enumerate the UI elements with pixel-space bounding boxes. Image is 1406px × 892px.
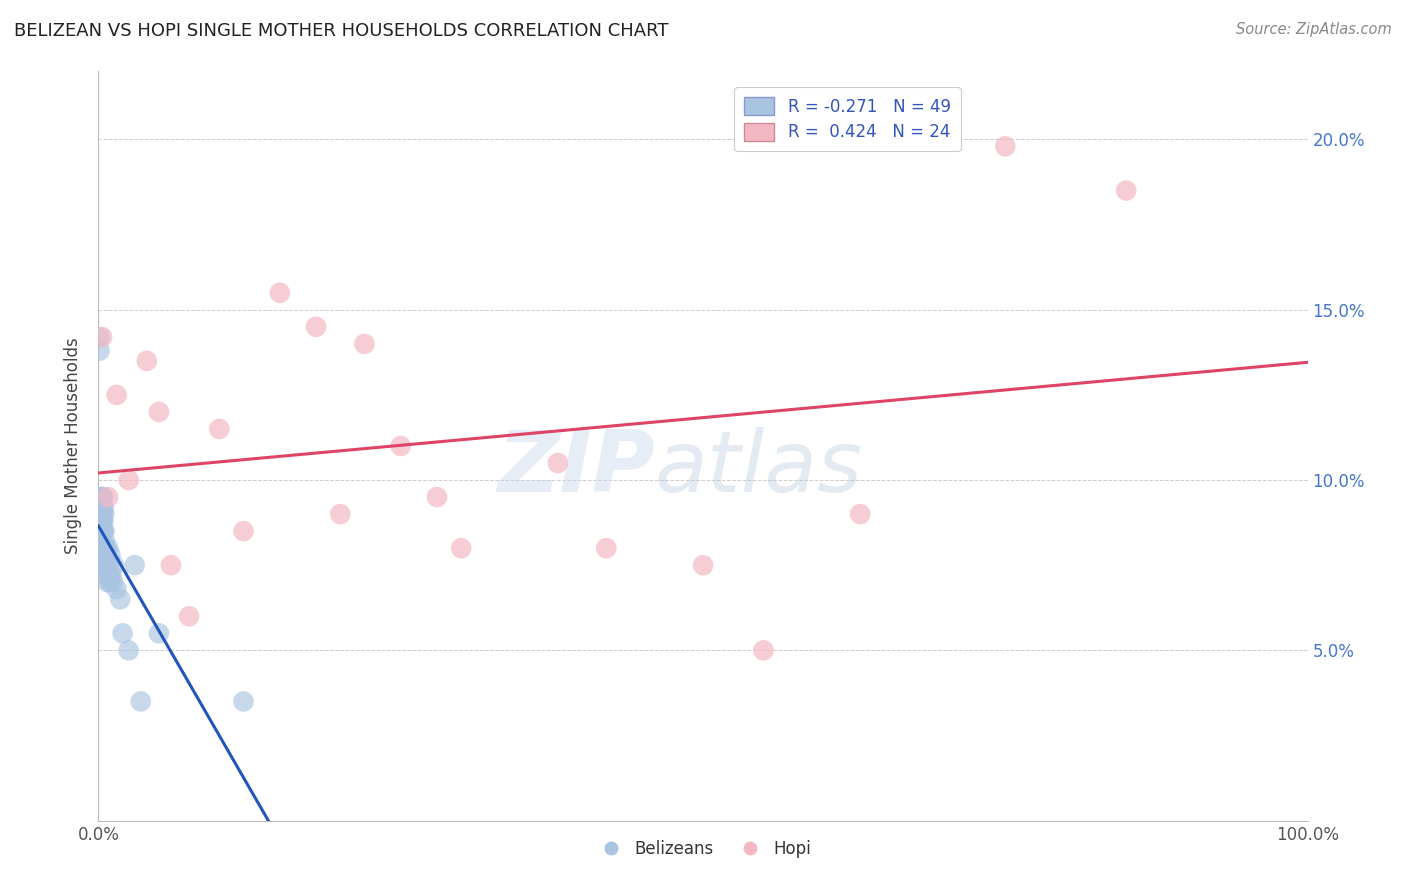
Point bbox=[232, 694, 254, 708]
Text: ZIP: ZIP bbox=[496, 427, 655, 510]
Point bbox=[89, 507, 111, 521]
Point bbox=[91, 524, 114, 538]
Legend: Belizeans, Hopi: Belizeans, Hopi bbox=[588, 833, 818, 864]
Point bbox=[100, 548, 122, 562]
Point bbox=[93, 514, 115, 528]
Point bbox=[98, 575, 121, 590]
Point bbox=[96, 568, 118, 582]
Point bbox=[93, 541, 115, 556]
Point bbox=[96, 558, 118, 573]
Point bbox=[89, 534, 111, 549]
Point bbox=[93, 500, 115, 515]
Point bbox=[91, 524, 114, 538]
Point bbox=[96, 558, 118, 573]
Text: Source: ZipAtlas.com: Source: ZipAtlas.com bbox=[1236, 22, 1392, 37]
Point bbox=[100, 568, 122, 582]
Y-axis label: Single Mother Households: Single Mother Households bbox=[65, 338, 83, 554]
Point bbox=[105, 582, 128, 596]
Point bbox=[426, 490, 449, 504]
Point bbox=[89, 343, 111, 358]
Point bbox=[1115, 184, 1137, 198]
Point bbox=[103, 558, 125, 573]
Point bbox=[94, 534, 117, 549]
Point bbox=[98, 568, 121, 582]
Point bbox=[148, 626, 170, 640]
Point bbox=[160, 558, 183, 573]
Point bbox=[305, 319, 328, 334]
Point bbox=[450, 541, 472, 556]
Point bbox=[692, 558, 714, 573]
Point bbox=[595, 541, 617, 556]
Point bbox=[93, 524, 115, 538]
Point bbox=[124, 558, 146, 573]
Point bbox=[118, 473, 141, 487]
Point bbox=[208, 422, 231, 436]
Point bbox=[118, 643, 141, 657]
Point bbox=[91, 330, 114, 344]
Point bbox=[90, 514, 112, 528]
Point bbox=[91, 490, 114, 504]
Point bbox=[91, 490, 114, 504]
Point bbox=[94, 548, 117, 562]
Point bbox=[93, 548, 115, 562]
Point bbox=[111, 626, 134, 640]
Point bbox=[94, 541, 117, 556]
Point bbox=[547, 456, 569, 470]
Point bbox=[101, 575, 124, 590]
Point bbox=[849, 507, 872, 521]
Point bbox=[96, 575, 118, 590]
Text: BELIZEAN VS HOPI SINGLE MOTHER HOUSEHOLDS CORRELATION CHART: BELIZEAN VS HOPI SINGLE MOTHER HOUSEHOLD… bbox=[14, 22, 669, 40]
Point bbox=[232, 524, 254, 538]
Point bbox=[94, 548, 117, 562]
Point bbox=[91, 507, 114, 521]
Point bbox=[90, 490, 112, 504]
Point bbox=[353, 336, 375, 351]
Point bbox=[90, 507, 112, 521]
Point bbox=[89, 558, 111, 573]
Point bbox=[91, 500, 114, 515]
Point bbox=[97, 490, 120, 504]
Point bbox=[148, 405, 170, 419]
Point bbox=[135, 354, 157, 368]
Point bbox=[90, 541, 112, 556]
Point bbox=[329, 507, 352, 521]
Point bbox=[994, 139, 1017, 153]
Point bbox=[129, 694, 152, 708]
Point bbox=[269, 285, 291, 300]
Point bbox=[90, 524, 112, 538]
Point bbox=[93, 507, 115, 521]
Point bbox=[91, 541, 114, 556]
Point bbox=[389, 439, 412, 453]
Point bbox=[752, 643, 775, 657]
Point bbox=[108, 592, 131, 607]
Point bbox=[89, 330, 111, 344]
Point bbox=[91, 514, 114, 528]
Point bbox=[97, 541, 120, 556]
Point bbox=[97, 558, 120, 573]
Point bbox=[105, 388, 128, 402]
Text: atlas: atlas bbox=[655, 427, 863, 510]
Point bbox=[179, 609, 201, 624]
Point bbox=[90, 500, 112, 515]
